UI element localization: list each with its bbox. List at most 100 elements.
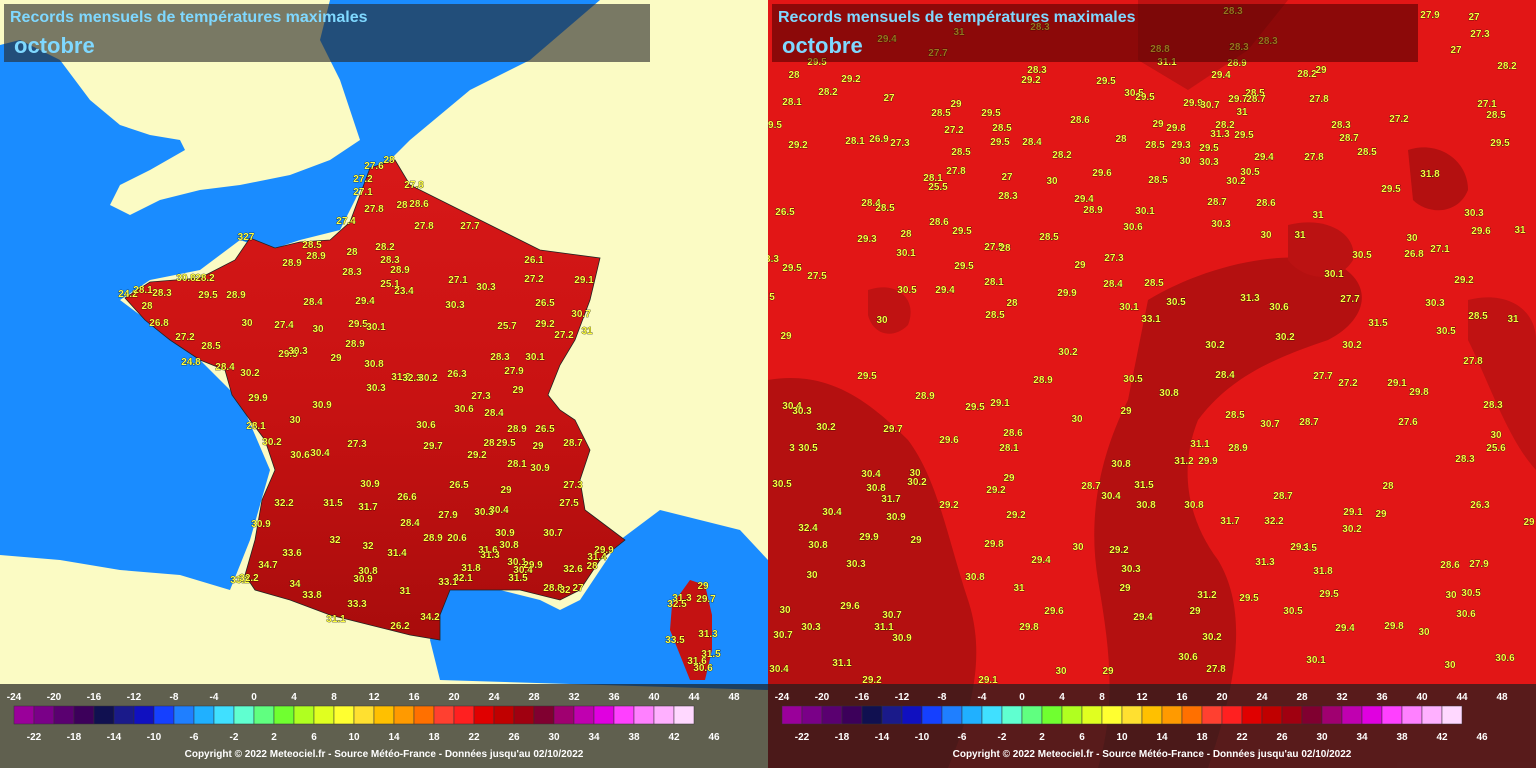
legend-swatch xyxy=(1041,705,1063,725)
temperature-value: 29.5 xyxy=(981,108,1001,119)
legend-tick-upper: 16 xyxy=(1176,692,1188,703)
temperature-value: 29.2 xyxy=(1109,545,1129,556)
temperature-value: 29 xyxy=(1120,406,1132,417)
temperature-value: 27 xyxy=(572,583,584,594)
temperature-value: 29.4 xyxy=(1031,555,1051,566)
legend-tick-lower: 6 xyxy=(311,732,317,743)
temperature-value: 30.1 xyxy=(507,557,527,568)
temperature-value: 29.4 xyxy=(1211,70,1231,81)
legend-swatch xyxy=(1381,705,1403,725)
temperature-value: 27.8 xyxy=(1206,664,1226,675)
legend-tick-lower: 14 xyxy=(388,732,400,743)
temperature-value: 30.6 xyxy=(290,450,310,461)
legend-scale-zoom: -24 -20 -16 -12 -8 -4 0 4 8 12 16 20 24 28 32 36 40 44 48-… xyxy=(775,692,1508,743)
legend-tick-upper: 12 xyxy=(1136,692,1148,703)
temperature-value: 30.3 xyxy=(476,282,496,293)
temperature-value: 30 xyxy=(1406,233,1418,244)
temperature-value: 28.5 xyxy=(1148,175,1168,186)
temperature-value: 30.5 xyxy=(1123,374,1143,385)
temperature-value: 3.5 xyxy=(1303,543,1317,554)
temperature-value: 29.5 xyxy=(990,137,1010,148)
temperature-value: 30.3 xyxy=(445,300,465,311)
temperature-value: 31.1 xyxy=(1157,57,1177,68)
temperature-value: 30.2 xyxy=(907,477,927,488)
temperature-value: 29.5 xyxy=(1490,138,1510,149)
temperature-value: 30.6 xyxy=(1178,652,1198,663)
temperature-value: 33.1 xyxy=(1141,314,1161,325)
temperature-value: 30.5 xyxy=(1283,606,1303,617)
right-value-labels: 29.43127.728.328.327.92727.32728.828.328… xyxy=(768,6,1535,687)
temperature-value: 31.1 xyxy=(1190,439,1210,450)
temperature-value: 29.5 xyxy=(954,261,974,272)
temperature-value: 30.2 xyxy=(1226,176,1246,187)
temperature-value: 30 xyxy=(876,315,888,326)
temperature-value: 31.2 xyxy=(1197,590,1217,601)
color-legend-zoom: -24 -20 -16 -12 -8 -4 0 4 8 12 16 20 24 28 32 36 40 44 48-… xyxy=(768,684,1536,768)
temperature-value: 30.5 xyxy=(1166,297,1186,308)
temperature-value: 34.7 xyxy=(258,560,278,571)
temperature-value: 28.1 xyxy=(984,277,1004,288)
legend-swatch xyxy=(593,705,615,725)
temperature-value: 30.5 xyxy=(772,479,792,490)
legend-tick-upper: -20 xyxy=(47,692,62,703)
legend-swatch xyxy=(633,705,655,725)
temperature-value: 27.9 xyxy=(438,510,458,521)
legend-tick-upper: 16 xyxy=(408,692,420,703)
temperature-value: 31 xyxy=(399,586,411,597)
temperature-value: 30.8 xyxy=(866,483,886,494)
temperature-value: 30.1 xyxy=(896,248,916,259)
legend-swatch xyxy=(353,705,375,725)
temperature-value: 27.2 xyxy=(524,274,544,285)
temperature-value: 31.7 xyxy=(881,494,901,505)
temperature-value: 30.5 xyxy=(1461,588,1481,599)
legend-swatch xyxy=(1141,705,1163,725)
temperature-value: 30.5 xyxy=(1352,250,1372,261)
temperature-value: 29.7 xyxy=(1228,94,1248,105)
legend-swatch xyxy=(881,705,903,725)
temperature-value: 29.7 xyxy=(883,424,903,435)
temperature-value: 25.6 xyxy=(1486,443,1506,454)
temperature-value: 30.2 xyxy=(816,422,836,433)
temperature-value: 29.1 xyxy=(1290,542,1310,553)
temperature-value: 30.8 xyxy=(1136,500,1156,511)
legend-swatch xyxy=(573,705,595,725)
temperature-value: 24.2 xyxy=(118,289,138,300)
temperature-value: 30 xyxy=(806,570,818,581)
legend-tick-lower: 26 xyxy=(1276,732,1288,743)
legend-tick-lower: 2 xyxy=(1039,732,1045,743)
temperature-value: 30 xyxy=(1418,627,1430,638)
temperature-value: 29.5 xyxy=(1135,92,1155,103)
temperature-value: 26.3 xyxy=(1470,500,1490,511)
temperature-value: 30 xyxy=(1072,542,1084,553)
dark-zone-sw xyxy=(768,378,977,768)
temperature-value: 27.9 xyxy=(1469,559,1489,570)
temperature-value: 29.2 xyxy=(841,74,861,85)
temperature-value: 31.3 xyxy=(1255,557,1275,568)
temperature-value: 27.2 xyxy=(1389,114,1409,125)
temperature-value: 31.8 xyxy=(1420,169,1440,180)
temperature-value: 28.6 xyxy=(1070,115,1090,126)
temperature-value: 27.8 xyxy=(1304,152,1324,163)
temperature-value: 30.1 xyxy=(1324,269,1344,280)
temperature-value: 28.9 xyxy=(1033,375,1053,386)
temperature-value: 30.1 xyxy=(1135,206,1155,217)
temperature-value: 28.1 xyxy=(133,285,153,296)
legend-tick-upper: 36 xyxy=(1376,692,1388,703)
legend-swatch xyxy=(941,705,963,725)
map-title-zoom: Records mensuels de températures maximal… xyxy=(778,9,1136,26)
temperature-value: 28.4 xyxy=(400,518,420,529)
temperature-value: 29 xyxy=(780,331,792,342)
legend-tick-lower: -18 xyxy=(835,732,850,743)
legend-tick-upper: -8 xyxy=(938,692,947,703)
temperature-value: 27.1 xyxy=(448,275,468,286)
temperature-value: 28.4 xyxy=(1022,137,1042,148)
legend-tick-lower: 34 xyxy=(588,732,600,743)
temperature-value: 29 xyxy=(512,385,524,396)
temperature-value: 27.2 xyxy=(944,125,964,136)
legend-tick-upper: -24 xyxy=(7,692,22,703)
legend-tick-lower: -14 xyxy=(875,732,890,743)
legend-tick-lower: 26 xyxy=(508,732,520,743)
temperature-value: 26.5 xyxy=(449,480,469,491)
temperature-value: 34.2 xyxy=(420,612,440,623)
